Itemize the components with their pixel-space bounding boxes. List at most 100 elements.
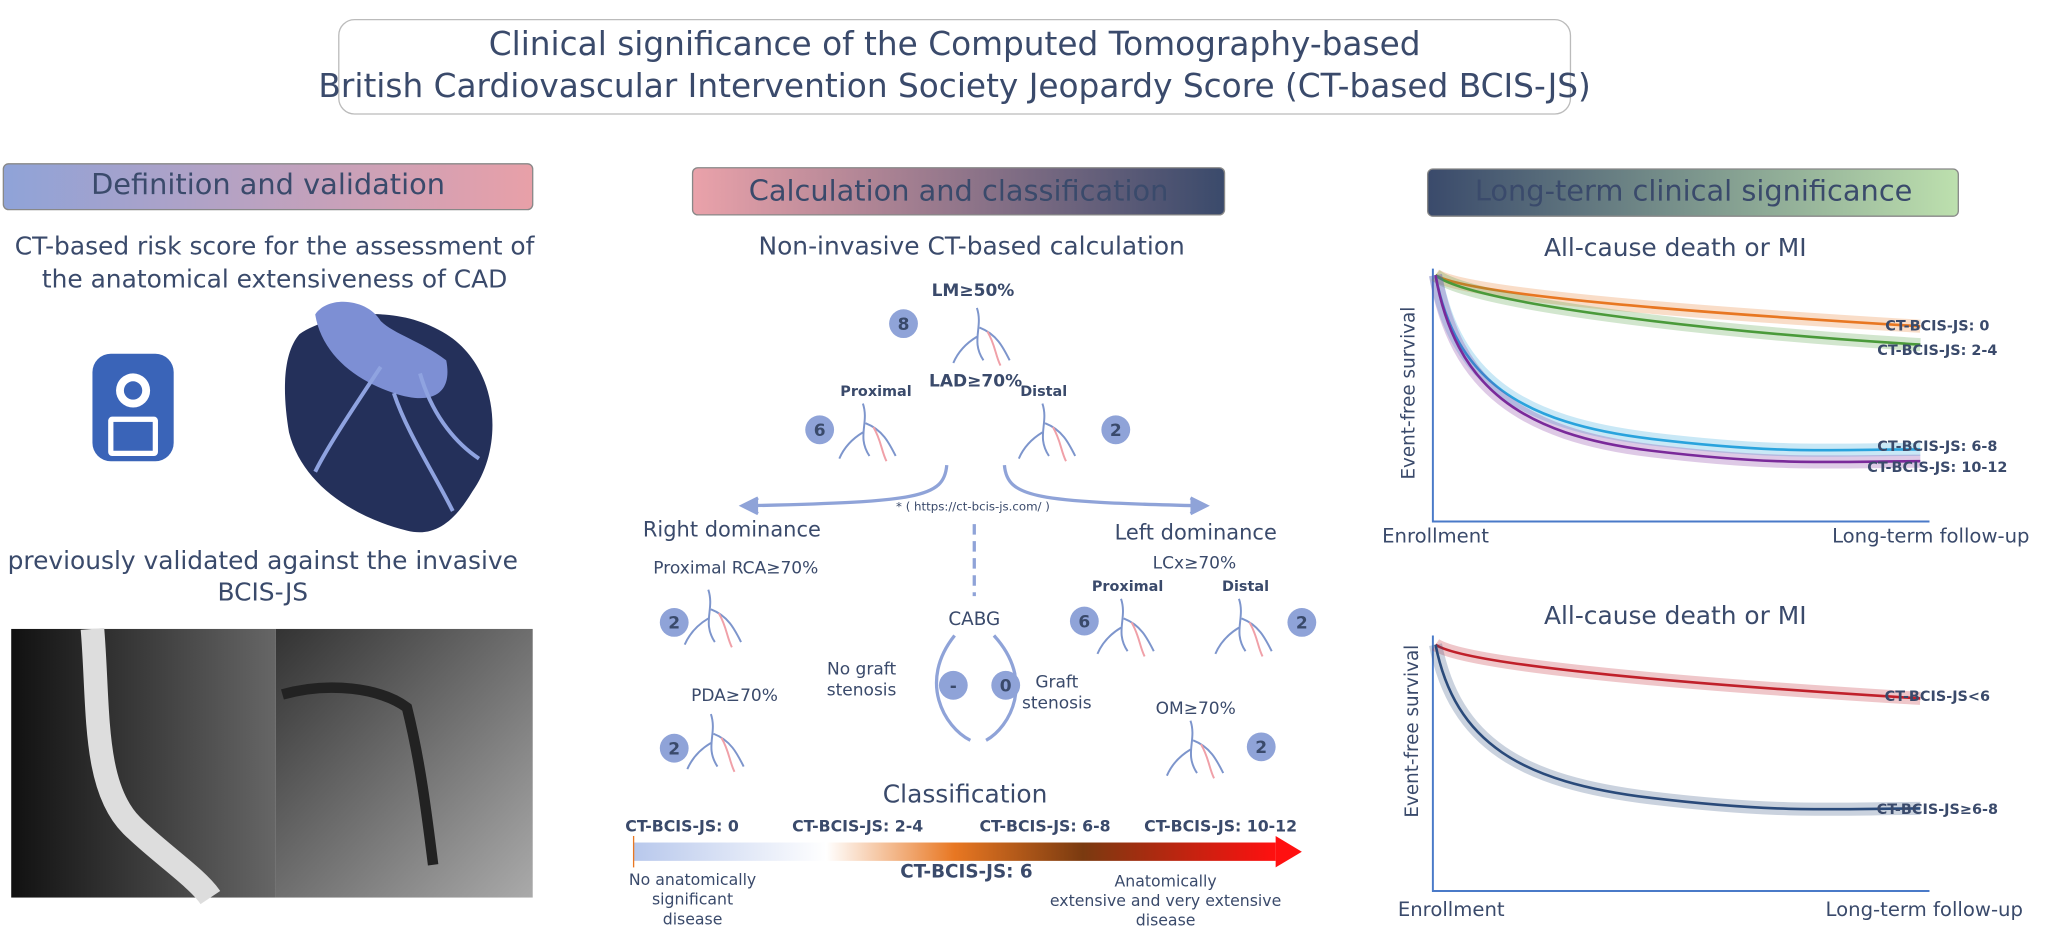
score-badge bbox=[938, 670, 968, 700]
group-label: CT-BCIS-JS: 2-4 bbox=[792, 816, 923, 835]
label: Proximal bbox=[1092, 579, 1163, 595]
vessel-stenosis bbox=[1052, 426, 1067, 462]
description: the anatomical extensiveness of CAD bbox=[42, 264, 507, 293]
y-axis-label: Event-free survival bbox=[1398, 307, 1419, 480]
vessel-tree bbox=[1017, 403, 1077, 462]
score: - bbox=[950, 677, 957, 697]
vessel-stenosis bbox=[1130, 621, 1146, 657]
vessel-stenosis bbox=[717, 612, 733, 648]
curve-label: CT-BCIS-JS: 0 bbox=[1885, 318, 1989, 334]
vessel-stenosis bbox=[1200, 743, 1215, 779]
survival-curve-glow bbox=[1431, 638, 1921, 705]
url: * ( https://ct-bcis-js.com/ ) bbox=[896, 500, 1050, 514]
description: BCIS-JS bbox=[217, 578, 308, 607]
vessel-tree bbox=[1214, 598, 1273, 657]
score: 2 bbox=[1255, 738, 1267, 758]
survival-curve-glow bbox=[1429, 643, 1921, 816]
label: Distal bbox=[1222, 579, 1269, 595]
label: Graft bbox=[1035, 673, 1078, 693]
label: No graft bbox=[827, 660, 896, 680]
classification-scale bbox=[633, 842, 1276, 861]
vessel bbox=[952, 307, 1011, 364]
survival-curve bbox=[1434, 643, 1921, 700]
vessel bbox=[1165, 720, 1225, 777]
note: disease bbox=[663, 909, 723, 928]
score: 2 bbox=[1296, 614, 1308, 634]
label: Left dominance bbox=[1115, 520, 1277, 544]
subheading: Non-invasive CT-based calculation bbox=[758, 232, 1184, 261]
classification-title: Classification bbox=[883, 779, 1048, 808]
label: stenosis bbox=[1022, 694, 1092, 714]
panel-heading: Long-term clinical significance bbox=[1475, 174, 1913, 208]
vessel-tree bbox=[1096, 598, 1155, 657]
score-badge bbox=[805, 415, 835, 445]
label: Proximal bbox=[840, 384, 911, 400]
description: CT-based risk score for the assessment o… bbox=[15, 232, 536, 261]
curve-label: CT-BCIS-JS: 10-12 bbox=[1867, 460, 2007, 476]
score: 2 bbox=[1110, 421, 1122, 441]
plot-title: All-cause death or MI bbox=[1544, 601, 1807, 630]
score: 2 bbox=[668, 614, 680, 634]
heading-box bbox=[1426, 168, 1959, 217]
score: 2 bbox=[668, 739, 680, 759]
label: LCx≥70% bbox=[1153, 553, 1237, 573]
x-axis-label: Enrollment bbox=[1398, 898, 1505, 921]
label: Proximal RCA≥70% bbox=[653, 559, 818, 579]
x-axis-label: Long-term follow-up bbox=[1826, 898, 2023, 921]
group-label: CT-BCIS-JS: 0 bbox=[625, 816, 739, 835]
vessel bbox=[1214, 598, 1273, 655]
vessel bbox=[1017, 403, 1077, 459]
survival-curve bbox=[1434, 274, 1921, 464]
vessel-stenosis bbox=[872, 426, 888, 462]
heading-box bbox=[2, 163, 534, 211]
curve-label: CT-BCIS-JS≥6-8 bbox=[1877, 802, 1998, 818]
vessel-tree bbox=[686, 713, 745, 773]
score-badge bbox=[1101, 415, 1131, 445]
score-badge bbox=[889, 309, 918, 339]
group-label: CT-BCIS-JS: 6-8 bbox=[980, 816, 1111, 835]
threshold-label: CT-BCIS-JS: 6 bbox=[900, 862, 1032, 883]
note: disease bbox=[1136, 911, 1196, 929]
vessel-tree bbox=[838, 403, 897, 462]
score-badge bbox=[991, 670, 1021, 700]
label: Distal bbox=[1020, 384, 1067, 400]
score-badge bbox=[659, 607, 689, 637]
angio-vessel bbox=[281, 682, 439, 866]
score-badge bbox=[1246, 732, 1276, 762]
label: stenosis bbox=[827, 681, 897, 701]
y-axis-label: Event-free survival bbox=[1402, 645, 1423, 818]
label: PDA≥70% bbox=[691, 686, 778, 706]
score-badge bbox=[1287, 607, 1317, 637]
vessel bbox=[1096, 598, 1155, 655]
flow-arrows bbox=[738, 465, 1210, 742]
plot-title: All-cause death or MI bbox=[1544, 233, 1807, 262]
score: 0 bbox=[1000, 677, 1012, 697]
label: Right dominance bbox=[643, 518, 821, 542]
panel-heading: Definition and validation bbox=[91, 167, 445, 201]
note: Anatomically bbox=[1115, 871, 1217, 890]
score: 8 bbox=[898, 315, 910, 335]
curve-label: CT-BCIS-JS: 2-4 bbox=[1877, 343, 1997, 359]
vessel bbox=[838, 403, 897, 459]
vessel-stenosis bbox=[986, 330, 1002, 367]
scale-arrowhead bbox=[1275, 835, 1302, 868]
ct-image bbox=[11, 628, 276, 898]
curve-label: CT-BCIS-JS<6 bbox=[1885, 689, 1990, 705]
heading-box bbox=[691, 167, 1226, 216]
vessel bbox=[686, 713, 745, 770]
heart-image bbox=[284, 301, 493, 533]
title: British Cardiovascular Intervention Soci… bbox=[318, 67, 1590, 105]
vessel-tree bbox=[1165, 720, 1225, 779]
label: LAD≥70% bbox=[929, 371, 1022, 391]
survival-curve bbox=[1434, 274, 1921, 346]
title: Clinical significance of the Computed To… bbox=[489, 25, 1421, 63]
survival-curve bbox=[1434, 274, 1921, 452]
survival-curve bbox=[1434, 644, 1921, 811]
score-badge bbox=[1069, 606, 1099, 636]
score: 6 bbox=[1078, 612, 1090, 632]
group-label: CT-BCIS-JS: 10-12 bbox=[1144, 816, 1297, 835]
ct-icon bbox=[92, 353, 174, 462]
plot-axes bbox=[1431, 268, 1930, 892]
ct-vessel bbox=[80, 627, 221, 905]
